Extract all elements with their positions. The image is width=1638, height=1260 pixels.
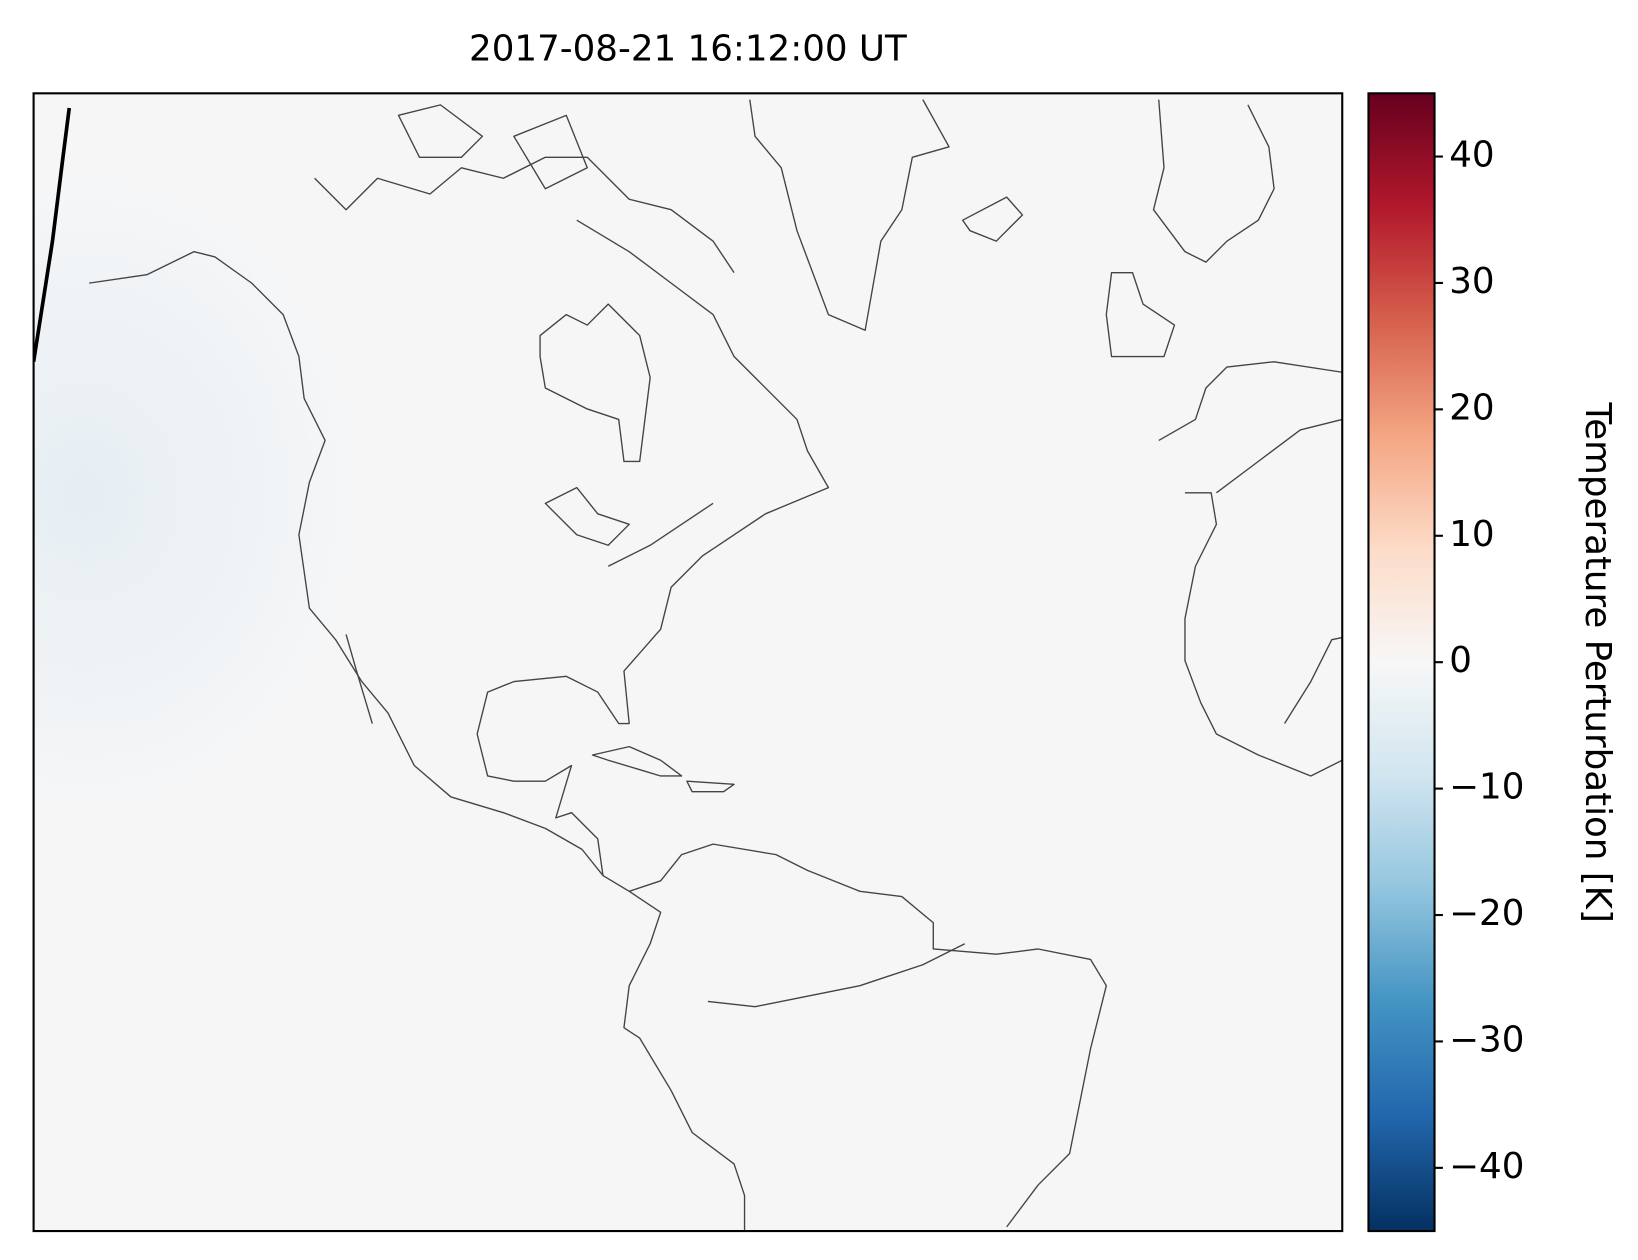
colorbar-tick-label: 30 xyxy=(1449,261,1494,302)
colorbar-tick-label: −10 xyxy=(1449,767,1524,808)
colorbar: −40 −30 −20 −10 0 10 20 30 40 xyxy=(1367,92,1524,1233)
colorbar-tick-label: 40 xyxy=(1449,135,1494,176)
terminator-line xyxy=(33,107,72,363)
colorbar-gradient xyxy=(1367,92,1436,1233)
cold-region xyxy=(33,178,357,808)
colorbar-tick-label: 0 xyxy=(1449,640,1472,681)
colorbar-tick-label: −20 xyxy=(1449,893,1524,934)
map xyxy=(33,93,1343,1232)
colorbar-tick-label: 10 xyxy=(1449,514,1494,555)
colorbar-label: Temperature Perturbation [K] xyxy=(1577,402,1618,923)
coastlines xyxy=(89,99,1343,1232)
map-frame xyxy=(32,92,1344,1233)
colorbar-tick-label: −40 xyxy=(1449,1146,1524,1187)
title: 2017-08-21 16:12:00 UT xyxy=(469,28,907,69)
colorbar-tick-label: −30 xyxy=(1449,1019,1524,1060)
colorbar-tick-label: 20 xyxy=(1449,387,1494,428)
